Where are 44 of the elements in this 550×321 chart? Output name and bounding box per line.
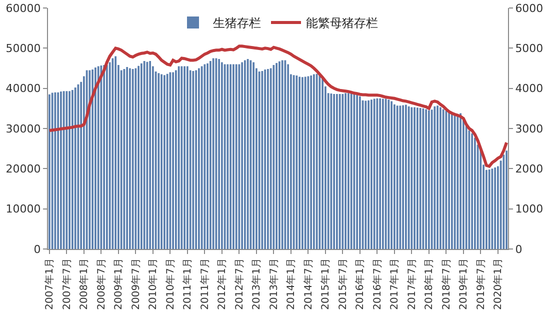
x-tick-label: 2014年7月 xyxy=(302,258,314,310)
y-tick-label: 30000 xyxy=(6,122,41,136)
x-tick-label: 2015年1月 xyxy=(320,258,332,310)
x-tick-label: 2016年1月 xyxy=(354,258,366,310)
x-tick-label: 2010年1月 xyxy=(147,258,160,310)
y2-tick-label: 5000 xyxy=(515,42,544,56)
y-tick-label: 40000 xyxy=(6,82,41,96)
y2-tick-label: 2000 xyxy=(515,162,544,176)
x-tick-label: 2010年7月 xyxy=(164,258,176,310)
x-tick-label: 2015年7月 xyxy=(336,258,349,310)
y-tick-label: 10000 xyxy=(6,202,41,216)
y2-tick-label: 3000 xyxy=(515,122,544,136)
x-tick-label: 2017年1月 xyxy=(388,258,401,310)
x-tick-label: 2019年7月 xyxy=(474,258,487,310)
x-tick-label: 2007年1月 xyxy=(44,258,56,310)
x-tick-label: 2013年1月 xyxy=(250,258,263,310)
y-tick-label: 0 xyxy=(34,242,41,256)
legend-label: 能繁母猪存栏 xyxy=(306,16,378,30)
y2-tick-label: 6000 xyxy=(515,2,544,15)
x-tick-label: 2012年7月 xyxy=(233,258,246,310)
x-tick-label: 2008年1月 xyxy=(78,258,90,310)
y2-tick-label: 4000 xyxy=(515,82,544,96)
x-tick-label: 2014年1月 xyxy=(285,258,298,310)
x-tick-label: 2011年1月 xyxy=(182,258,194,310)
x-tick-label: 2009年1月 xyxy=(112,258,125,310)
y2-tick-label: 0 xyxy=(515,242,522,256)
y2-tick-label: 1000 xyxy=(515,202,544,216)
x-tick-label: 2008年7月 xyxy=(95,258,108,310)
x-tick-label: 2011年7月 xyxy=(198,258,211,310)
x-tick-label: 2020年1月 xyxy=(492,258,504,310)
x-tick-label: 2007年7月 xyxy=(60,258,73,310)
legend-label: 生猪存栏 xyxy=(213,16,261,30)
x-tick-label: 2009年7月 xyxy=(130,258,142,310)
x-tick-label: 2013年7月 xyxy=(268,258,280,310)
x-tick-label: 2019年1月 xyxy=(458,258,470,310)
x-tick-label: 2017年7月 xyxy=(406,258,418,310)
x-tick-label: 2012年1月 xyxy=(216,258,228,310)
y-tick-label: 20000 xyxy=(6,162,41,176)
y-tick-label: 60000 xyxy=(6,2,41,15)
x-tick-label: 2018年1月 xyxy=(423,258,436,310)
x-tick-label: 2018年7月 xyxy=(440,258,452,310)
line-series xyxy=(48,44,508,168)
y-tick-label: 50000 xyxy=(6,42,41,56)
x-tick-label: 2016年7月 xyxy=(371,258,384,310)
